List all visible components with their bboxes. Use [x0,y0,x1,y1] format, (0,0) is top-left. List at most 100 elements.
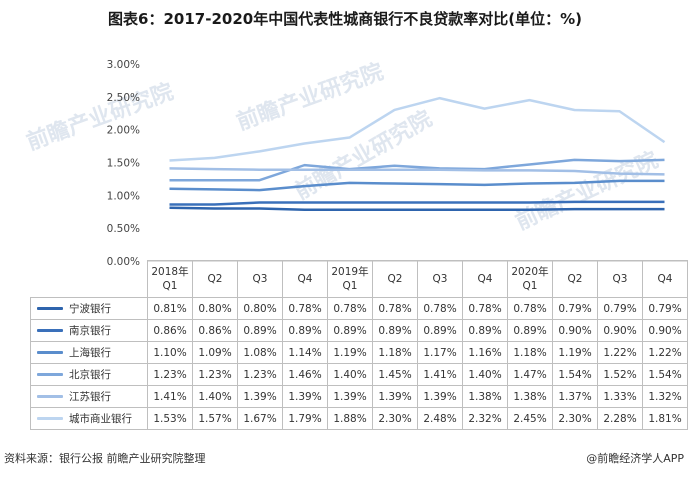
x-tick-label: 2018年 Q1 [147,260,193,298]
table-cell: 0.90% [597,319,643,342]
source-note: 资料来源：银行公报 前瞻产业研究院整理 [4,452,206,465]
watermark-text: 前瞻产业研究院 [233,59,387,136]
table-cell: 0.89% [462,319,508,342]
legend-entry: 北京银行 [30,363,148,386]
table-cell: 0.89% [237,319,283,342]
x-tick-label: 2020年 Q1 [507,260,553,298]
table-cell: 1.39% [417,385,463,408]
table-cell: 0.89% [327,319,373,342]
x-tick-label: Q4 [282,260,328,298]
table-row: 宁波银行 0.81% 0.80% 0.80% 0.78% 0.78% 0.78% 0.78% 0… [30,297,688,320]
watermark-text: 前瞻产业研究院 [290,106,436,206]
table-cell: 0.78% [507,297,553,320]
table-cell: 0.79% [597,297,643,320]
legend-entry: 上海银行 [30,341,148,364]
legend-swatch [37,351,63,354]
table-cell: 2.30% [372,407,418,430]
table-cell: 1.52% [597,363,643,386]
table-cell: 1.33% [597,385,643,408]
table-cell: 1.08% [237,341,283,364]
table-cell: 1.67% [237,407,283,430]
table-cell: 0.89% [372,319,418,342]
series-line [169,96,666,162]
table-cell: 1.38% [462,385,508,408]
legend-swatch [37,417,63,420]
y-tick-label: 0.50% [107,223,140,235]
series-line [169,167,665,176]
series-name: 江苏银行 [69,391,111,403]
table-cell: 1.39% [372,385,418,408]
table-cell: 1.18% [372,341,418,364]
table-row: 南京银行 0.86% 0.86% 0.89% 0.89% 0.89% 0.89% 0.89% 0… [30,319,688,342]
table-cell: 1.40% [192,385,238,408]
x-tick-label: Q4 [642,260,688,298]
table-cell: 1.39% [237,385,283,408]
x-tick-label: Q4 [462,260,508,298]
x-tick-label: Q2 [552,260,598,298]
table-header-row: 2018年 Q1 Q2 Q3 Q4 2019年 Q1 Q2 Q3 Q4 2020年 Q1 Q2 Q3 Q4 [30,260,688,298]
x-tick-label: Q3 [237,260,283,298]
table-body: 宁波银行 0.81% 0.80% 0.80% 0.78% 0.78% 0.78% 0.78% 0… [30,297,688,430]
table-cell: 1.47% [507,363,553,386]
table-cell: 1.10% [147,341,193,364]
table-cell: 0.78% [462,297,508,320]
series-name: 宁波银行 [69,303,111,315]
table-cell: 1.14% [282,341,328,364]
table-cell: 1.19% [327,341,373,364]
table-cell: 1.23% [237,363,283,386]
x-tick-label: Q2 [372,260,418,298]
table-cell: 1.23% [192,363,238,386]
series-name: 南京银行 [69,325,111,337]
table-cell: 2.32% [462,407,508,430]
y-tick-label: 2.00% [107,125,140,137]
table-cell: 2.45% [507,407,553,430]
table-row: 江苏银行 1.41% 1.40% 1.39% 1.39% 1.39% 1.39% 1.39% 1… [30,385,688,408]
series-line [169,179,665,192]
table-cell: 1.19% [552,341,598,364]
legend-swatch [37,395,63,398]
credit-note: @前瞻经济学人APP [586,452,684,465]
legend-swatch [37,329,63,332]
y-axis: 0.00%0.50%1.00%1.50%2.00%2.50%3.00% [107,59,140,268]
table-row: 北京银行 1.23% 1.23% 1.23% 1.46% 1.40% 1.45% 1.41% 1… [30,363,688,386]
legend-swatch [37,373,63,376]
table-cell: 1.23% [147,363,193,386]
table-cell: 0.78% [327,297,373,320]
table-cell: 1.16% [462,341,508,364]
table-cell: 1.17% [417,341,463,364]
table-cell: 1.53% [147,407,193,430]
series-line [169,200,665,206]
series-line [169,206,665,212]
watermark-text: 前瞻产业研究院 [23,79,177,156]
table-cell: 0.78% [282,297,328,320]
series-name: 城市商业银行 [69,413,132,425]
table-corner [30,260,148,298]
table-cell: 0.90% [552,319,598,342]
table-cell: 0.86% [192,319,238,342]
y-tick-label: 1.50% [107,158,140,170]
legend-entry: 城市商业银行 [30,407,148,430]
table-cell: 0.80% [192,297,238,320]
table-cell: 1.32% [642,385,688,408]
table-cell: 1.38% [507,385,553,408]
table-cell: 0.79% [552,297,598,320]
table-cell: 0.86% [147,319,193,342]
series-name: 北京银行 [69,369,111,381]
table-cell: 2.28% [597,407,643,430]
series-name: 上海银行 [69,347,111,359]
table-cell: 0.78% [372,297,418,320]
x-tick-label: Q3 [597,260,643,298]
table-row: 城市商业银行 1.53% 1.57% 1.67% 1.79% 1.88% 2.30% 2.48… [30,407,688,430]
table-cell: 1.45% [372,363,418,386]
table-cell: 0.79% [642,297,688,320]
table-cell: 1.41% [147,385,193,408]
legend-entry: 宁波银行 [30,297,148,320]
table-cell: 1.39% [327,385,373,408]
table-cell: 1.57% [192,407,238,430]
table-cell: 1.88% [327,407,373,430]
series-line [169,158,665,182]
legend-swatch [37,307,63,310]
table-cell: 0.89% [507,319,553,342]
table-cell: 1.39% [282,385,328,408]
